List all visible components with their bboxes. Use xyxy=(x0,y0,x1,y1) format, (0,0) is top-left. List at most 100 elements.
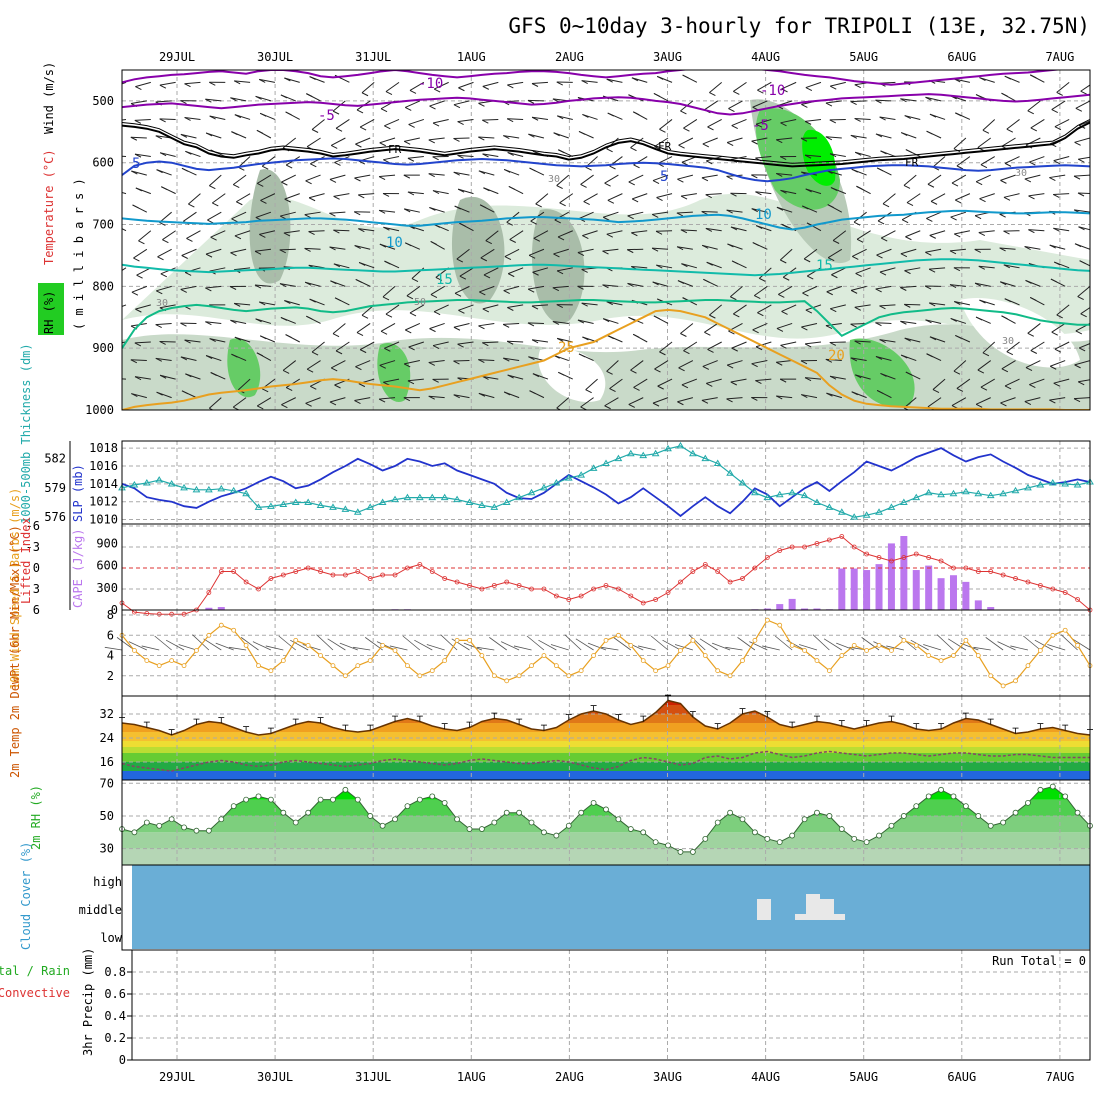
wind-barb xyxy=(851,391,867,399)
wind-barb-flag xyxy=(378,398,386,403)
wind-barb xyxy=(800,137,817,142)
wind-barb-shaft xyxy=(131,393,147,399)
wind-barb-shaft xyxy=(582,230,598,237)
top-date-label: 31JUL xyxy=(355,50,391,64)
lifted-index-marker xyxy=(553,593,559,599)
rh2m-marker xyxy=(764,835,771,842)
wind-barb-flag xyxy=(879,116,886,121)
wind-barb-shaft xyxy=(904,337,921,343)
thickness-marker xyxy=(577,471,586,478)
wind-barb xyxy=(781,304,797,315)
wind-barb-flag xyxy=(928,302,936,307)
wind-barb-flag xyxy=(429,328,436,333)
rh2m-marker xyxy=(478,826,485,832)
wind-barb-shaft xyxy=(879,267,896,273)
lifted-frame xyxy=(121,523,1091,611)
wind-barb-shaft xyxy=(1050,360,1066,367)
wind10m-barb xyxy=(873,641,892,651)
rh-shade-gray-2 xyxy=(451,196,505,304)
rh2m-marker xyxy=(516,809,523,816)
wind-barb-flag xyxy=(184,339,191,344)
wind-barb-flag xyxy=(233,184,240,189)
thickness-marker xyxy=(378,498,387,506)
wind-barb-shaft xyxy=(1049,174,1066,179)
wind-barb xyxy=(804,154,822,159)
wind10m-speed-marker xyxy=(541,653,547,658)
wind10m-speed-marker xyxy=(1025,663,1031,669)
wind-barb-shaft xyxy=(311,341,325,353)
wind-barb xyxy=(205,98,222,103)
wind-barb xyxy=(1080,84,1090,95)
wind-barb-shaft xyxy=(726,397,743,400)
wind-barb xyxy=(755,118,772,128)
wind10m-speed-marker xyxy=(280,658,286,663)
rh2m-marker xyxy=(491,819,498,826)
wind-barb-shaft xyxy=(358,193,375,196)
wind10m-barb xyxy=(662,639,681,651)
wind-barb-flag xyxy=(212,202,219,207)
wind-barb xyxy=(535,193,549,208)
wind-barb-flag xyxy=(1054,126,1062,131)
wind-barb xyxy=(122,323,123,324)
wind-barb-flag xyxy=(730,192,737,197)
wind-barb-flag xyxy=(780,189,787,194)
wind-barb xyxy=(305,397,321,407)
wind10m-speed-marker xyxy=(392,648,398,653)
wind-barb-shaft xyxy=(556,397,570,409)
wind-barb-flag xyxy=(606,78,613,83)
wind-barb-shaft xyxy=(482,304,499,310)
thickness-marker xyxy=(875,508,883,515)
rh2m-series xyxy=(119,783,1093,855)
wind-barb-flag xyxy=(728,108,735,112)
wind-barb-flag xyxy=(281,181,288,186)
wind-barb-flag xyxy=(854,151,862,156)
rh2m-marker xyxy=(243,796,250,803)
lifted-index-marker xyxy=(975,569,981,574)
thickness-marker xyxy=(850,513,859,520)
wind-barb xyxy=(954,230,970,238)
wind-barb-flag xyxy=(407,191,415,196)
wind-barb-flag xyxy=(259,233,266,238)
wind-barb-flag xyxy=(478,325,485,330)
thickness-marker xyxy=(1061,479,1070,487)
wind-barb xyxy=(632,333,648,343)
wind-barb xyxy=(231,353,247,362)
wind-barb-shaft xyxy=(531,81,548,85)
lifted-index-marker xyxy=(169,611,175,617)
wind-barb-flag xyxy=(632,333,640,338)
lifted-index-marker xyxy=(901,555,907,560)
wind-barb-shaft xyxy=(1027,100,1041,112)
wind-barb-shaft xyxy=(927,174,942,185)
wind-barb xyxy=(503,168,520,176)
wind-barb xyxy=(380,323,396,335)
thickness-marker xyxy=(825,503,834,510)
wind-barb-flag xyxy=(527,322,535,327)
wind-barb-flag xyxy=(1074,364,1081,369)
wind10m-speed-marker xyxy=(553,663,559,669)
wind-barb-flag xyxy=(285,334,292,338)
wind10m-speed-marker xyxy=(926,653,932,658)
wind-barb xyxy=(604,397,619,410)
wind-barb-flag xyxy=(1003,196,1011,201)
wind-barb-flag xyxy=(609,388,616,393)
wind-barb xyxy=(138,230,152,245)
wind10m-speed-marker xyxy=(206,632,212,638)
wind-barb-shaft xyxy=(527,322,544,324)
wind-barb-shaft xyxy=(1074,360,1090,366)
wind-barb-shaft xyxy=(557,115,573,120)
wind-barb xyxy=(233,80,251,85)
wind-barb-flag xyxy=(602,284,609,289)
wind-barb xyxy=(459,222,474,232)
wind-barb-flag xyxy=(261,388,269,393)
wind-barb xyxy=(999,247,1016,252)
thickness-marker xyxy=(279,500,288,507)
wind-barb xyxy=(503,135,520,140)
wind-barb-flag xyxy=(1051,109,1058,114)
wind10m-tick-label: 2 xyxy=(107,669,114,683)
wind-barb xyxy=(905,371,921,380)
wind-barb-flag xyxy=(111,189,117,192)
wind-barb-shaft xyxy=(380,323,396,332)
wind-barb-flag xyxy=(234,114,242,119)
wind-barb-shaft xyxy=(180,285,197,290)
wind-barb-flag xyxy=(606,148,613,153)
